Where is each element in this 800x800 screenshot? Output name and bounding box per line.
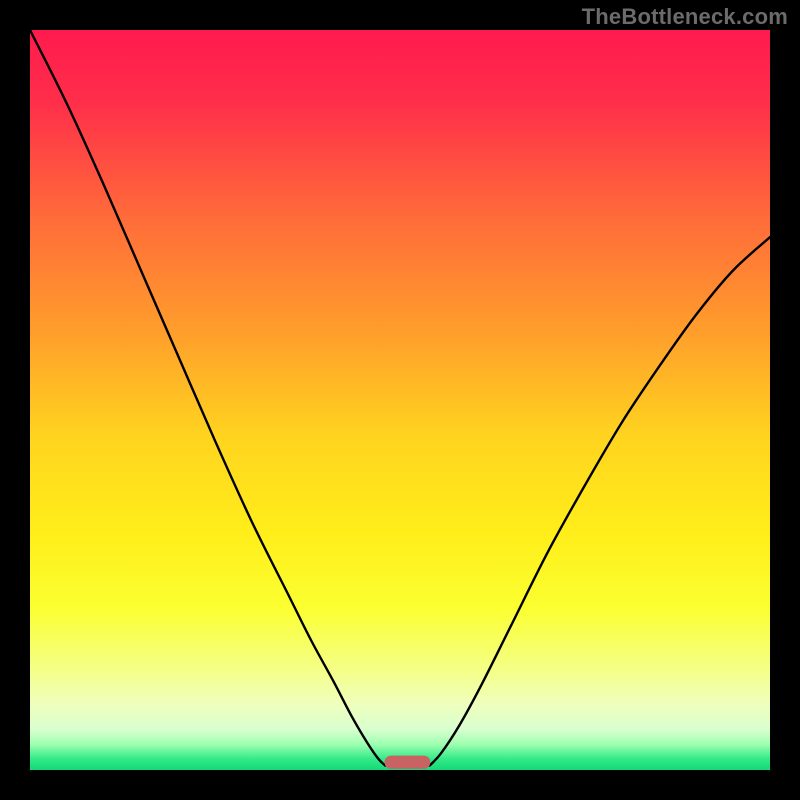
chart-canvas: TheBottleneck.com — [0, 0, 800, 800]
gradient-background — [30, 30, 770, 770]
bottleneck-marker — [384, 756, 430, 769]
bottleneck-plot — [30, 30, 770, 770]
watermark-text: TheBottleneck.com — [582, 4, 788, 30]
